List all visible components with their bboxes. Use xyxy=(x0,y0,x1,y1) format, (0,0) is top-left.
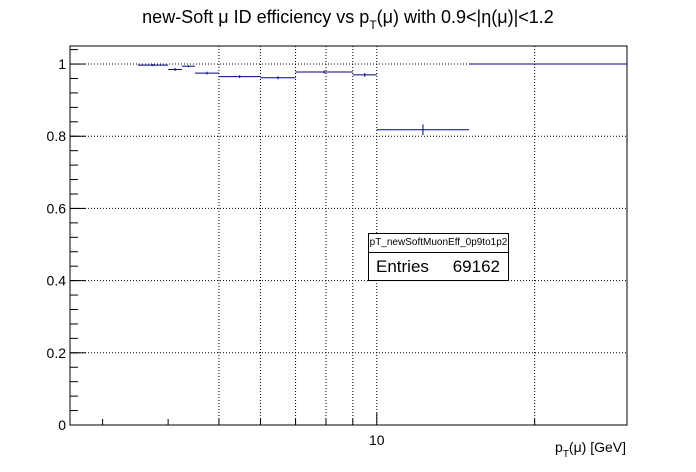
y-tick-label: 0.8 xyxy=(47,128,67,144)
y-tick-label: 0 xyxy=(58,417,66,433)
grid-lines xyxy=(70,46,627,426)
stats-entries-value: 69162 xyxy=(452,257,500,276)
stats-box-title: pT_newSoftMuonEff_0p9to1p2 xyxy=(369,234,508,253)
y-tick-label: 1 xyxy=(58,56,66,72)
data-point xyxy=(260,76,296,80)
y-axis-ticks: 0 0.2 0.4 0.6 0.8 1 xyxy=(47,49,86,433)
x-axis-ticks: 10 xyxy=(102,413,628,448)
y-tick-label: 0.6 xyxy=(47,200,67,216)
data-point xyxy=(376,124,470,136)
y-tick-label: 0.4 xyxy=(47,273,67,289)
stats-entries-row: Entries 69162 xyxy=(369,253,508,281)
data-point xyxy=(218,75,261,79)
x-tick-label: 10 xyxy=(369,432,385,448)
data-point xyxy=(352,73,377,77)
data-point xyxy=(181,65,195,68)
stats-entries-label: Entries xyxy=(376,257,429,276)
data-point xyxy=(194,71,219,75)
data-points xyxy=(137,63,627,136)
chart-title: new-Soft μ ID efficiency vs pT(μ) with 0… xyxy=(142,7,554,32)
y-tick-label: 0.2 xyxy=(47,345,67,361)
data-point xyxy=(137,64,169,67)
plot-frame xyxy=(69,45,628,426)
data-point xyxy=(168,68,182,71)
data-point xyxy=(295,70,353,74)
x-axis-label: pT(μ) [GeV] xyxy=(555,439,626,460)
stats-box: pT_newSoftMuonEff_0p9to1p2 Entries 69162 xyxy=(368,233,509,281)
